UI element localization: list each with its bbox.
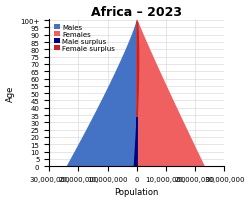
Legend: Males, Females, Male surplus, Female surplus: Males, Females, Male surplus, Female sur…: [53, 23, 117, 53]
Y-axis label: Age: Age: [6, 85, 15, 101]
X-axis label: Population: Population: [114, 187, 159, 197]
Title: Africa – 2023: Africa – 2023: [91, 5, 182, 18]
